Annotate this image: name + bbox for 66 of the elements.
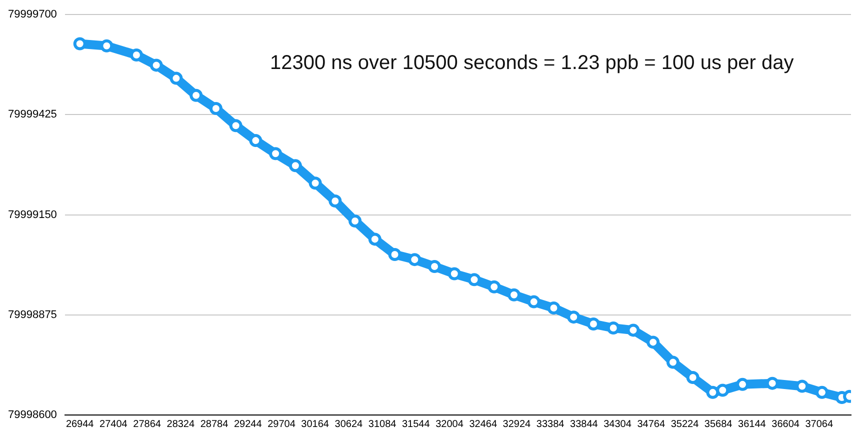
point [527, 295, 540, 308]
point [428, 260, 442, 273]
x-tick-label: 27864 [133, 418, 162, 430]
point [288, 159, 302, 172]
x-tick-label: 32464 [469, 418, 498, 430]
x-tick-label: 30624 [334, 418, 364, 430]
x-tick-label: 31084 [368, 418, 397, 430]
point [766, 376, 779, 390]
point [388, 248, 402, 261]
point [626, 324, 640, 337]
point [73, 37, 86, 50]
x-tick-label: 33844 [570, 418, 598, 430]
x-tick-label: 33384 [536, 418, 565, 430]
point [606, 322, 620, 335]
x-tick-label: 31544 [402, 418, 430, 430]
point [209, 102, 222, 116]
x-tick-label: 26944 [66, 418, 94, 430]
point [716, 384, 730, 397]
point [815, 386, 828, 399]
x-tick-label: 32924 [502, 418, 532, 430]
x-tick-label: 29704 [268, 418, 296, 430]
y-tick-label: 79999425 [8, 108, 57, 121]
point [547, 301, 560, 314]
point [706, 386, 720, 399]
x-tick-label: 32004 [436, 418, 464, 430]
point [508, 288, 521, 302]
y-tick-label: 79998875 [8, 308, 57, 321]
point [796, 380, 809, 393]
x-tick-label: 29244 [234, 418, 262, 430]
x-tick-label: 28324 [166, 418, 195, 430]
point [170, 72, 183, 85]
point [488, 280, 501, 294]
point [249, 134, 262, 148]
point [666, 356, 680, 369]
y-tick-label: 79999700 [8, 8, 57, 21]
point [229, 119, 242, 132]
x-tick-label: 34304 [604, 418, 632, 430]
point [468, 273, 481, 286]
point [686, 371, 700, 384]
y-tick-label: 79999150 [8, 208, 57, 221]
x-tick-label: 27404 [100, 418, 128, 430]
x-tick-label: 36144 [738, 418, 766, 430]
annotation: 12300 ns over 10500 seconds = 1.23 ppb = 100 us per day [270, 52, 794, 75]
point [348, 214, 362, 228]
point [328, 194, 342, 208]
point [100, 39, 114, 52]
point [736, 378, 750, 391]
point [408, 253, 422, 266]
y-tick-label: 79998600 [8, 409, 57, 422]
x-tick-label: 36604 [772, 418, 800, 430]
x-tick-label: 35224 [670, 418, 700, 430]
point [308, 176, 322, 190]
x-tick-label: 34764 [637, 418, 666, 430]
point [150, 58, 163, 72]
x-tick-label: 35684 [704, 418, 733, 430]
x-tick-label: 30164 [301, 418, 330, 430]
point [130, 48, 143, 62]
point [567, 310, 580, 324]
point [448, 267, 461, 280]
point [586, 318, 600, 330]
point [269, 147, 282, 160]
x-tick-label: 28784 [200, 418, 229, 430]
point [646, 336, 660, 349]
x-tick-label: 37064 [805, 418, 834, 430]
point [368, 232, 382, 246]
point [190, 88, 203, 102]
